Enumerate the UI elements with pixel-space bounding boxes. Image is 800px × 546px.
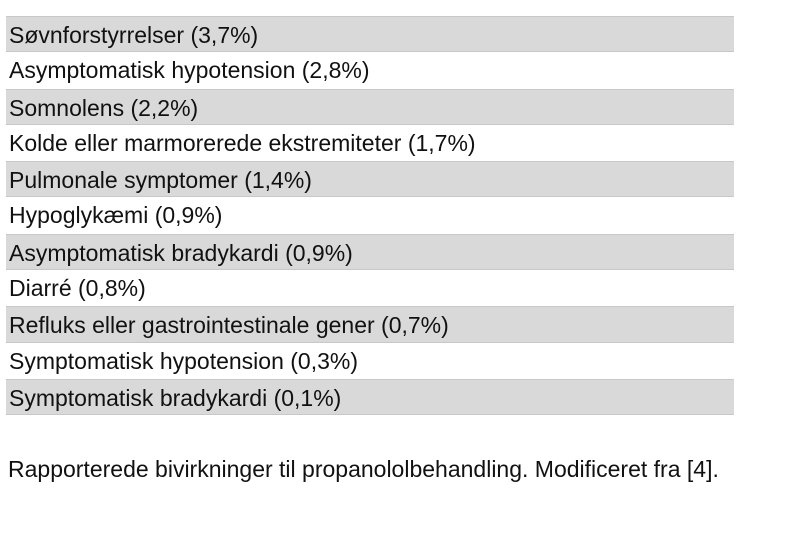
table-row: Symptomatisk hypotension (0,3%) (9, 347, 358, 374)
table-row: Somnolens (2,2%) (6, 88, 734, 125)
table-row: Refluks eller gastrointestinale gener (0… (6, 306, 734, 343)
side-effects-table: Søvnforstyrrelser (3,7%) Asymptomatisk h… (6, 16, 734, 416)
table-row: Asymptomatisk hypotension (2,8%) (9, 57, 370, 84)
table-row: Hypoglykæmi (0,9%) (9, 202, 223, 229)
table-caption: Rapporterede bivirkninger til propanolol… (8, 456, 719, 482)
table-row: Kolde eller marmorerede ekstremiteter (1… (9, 129, 476, 156)
table-row: Søvnforstyrrelser (3,7%) (6, 16, 734, 53)
table-row: Symptomatisk bradykardi (0,1%) (6, 378, 734, 416)
table-row: Pulmonale symptomer (1,4%) (6, 161, 734, 198)
table-row: Diarré (0,8%) (9, 275, 146, 302)
table-row: Asymptomatisk bradykardi (0,9%) (6, 233, 734, 271)
